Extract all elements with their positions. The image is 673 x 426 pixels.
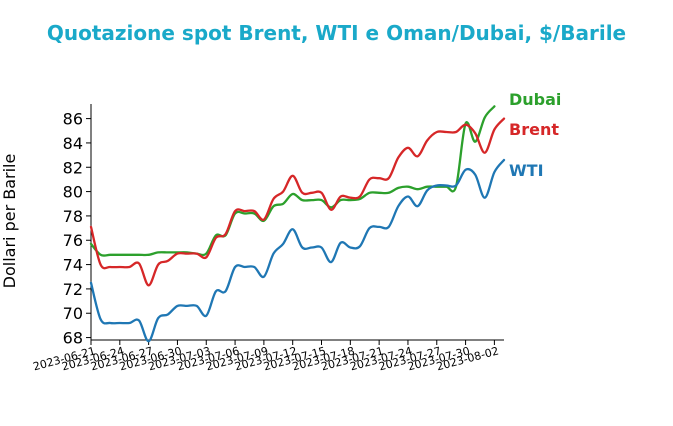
y-tick-label: 68 bbox=[63, 329, 83, 348]
chart-title: Quotazione spot Brent, WTI e Oman/Dubai,… bbox=[46, 21, 627, 45]
y-tick-label: 70 bbox=[63, 304, 83, 323]
y-tick-label: 76 bbox=[63, 231, 83, 250]
chart-axes bbox=[90, 104, 504, 341]
series-lines bbox=[89, 105, 506, 343]
y-ticks: 68 70 72 74 76 78 80 82 84 86 bbox=[63, 110, 91, 348]
y-tick-label: 84 bbox=[63, 134, 83, 153]
y-tick-label: 82 bbox=[63, 158, 83, 177]
y-tick-label: 80 bbox=[63, 183, 83, 202]
y-tick-label: 72 bbox=[63, 280, 83, 299]
series-line-wti bbox=[89, 158, 506, 343]
y-tick-label: 78 bbox=[63, 207, 83, 226]
y-tick-label: 74 bbox=[63, 256, 83, 275]
series-label-dubai: Dubai bbox=[509, 90, 561, 109]
x-ticks: 2023-06-212023-06-242023-06-272023-06-30… bbox=[32, 340, 500, 373]
series-labels: Dubai Brent WTI bbox=[509, 90, 561, 180]
y-tick-label: 86 bbox=[63, 110, 83, 129]
y-axis-label: Dollari per Barile bbox=[0, 154, 19, 289]
series-line-dubai bbox=[89, 105, 496, 257]
series-label-brent: Brent bbox=[509, 120, 559, 139]
series-label-wti: WTI bbox=[509, 161, 544, 180]
series-line-brent bbox=[89, 117, 506, 287]
